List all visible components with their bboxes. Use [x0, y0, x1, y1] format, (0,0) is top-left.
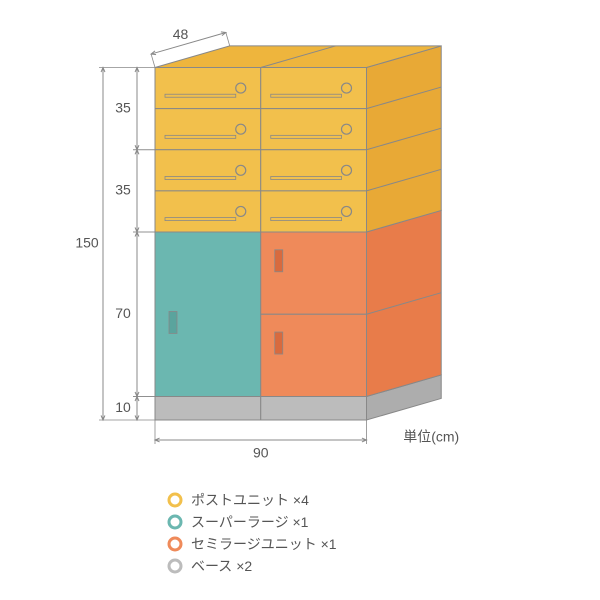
post-door: [155, 109, 261, 150]
dim-10: 10: [115, 399, 131, 415]
unit-label: 単位(cm): [403, 429, 459, 445]
dim-35a: 35: [115, 99, 131, 115]
legend-swatch: [169, 560, 181, 572]
post-door: [261, 191, 367, 232]
dim-150: 150: [75, 234, 99, 250]
post-door: [261, 68, 367, 109]
post-door: [155, 191, 261, 232]
post-door: [155, 68, 261, 109]
base-front-right: [261, 397, 367, 421]
semi-large-bottom: [261, 314, 367, 396]
dim-35b: 35: [115, 182, 131, 198]
legend-swatch: [169, 538, 181, 550]
semi-large-top: [261, 232, 367, 314]
handle-slot: [275, 332, 283, 354]
post-door: [155, 150, 261, 191]
dim-70: 70: [115, 305, 131, 321]
legend-swatch: [169, 516, 181, 528]
legend-label: ベース ×2: [191, 558, 252, 574]
handle-slot: [275, 250, 283, 272]
dim-90: 90: [253, 445, 269, 461]
base-front-left: [155, 397, 261, 421]
handle-slot: [169, 311, 177, 333]
legend-label: ポストユニット ×4: [191, 492, 309, 508]
legend-label: スーパーラージ ×1: [191, 514, 309, 530]
post-door: [261, 150, 367, 191]
legend-label: セミラージユニット ×1: [191, 536, 337, 552]
legend-swatch: [169, 494, 181, 506]
post-door: [261, 109, 367, 150]
dim-48: 48: [173, 26, 189, 42]
